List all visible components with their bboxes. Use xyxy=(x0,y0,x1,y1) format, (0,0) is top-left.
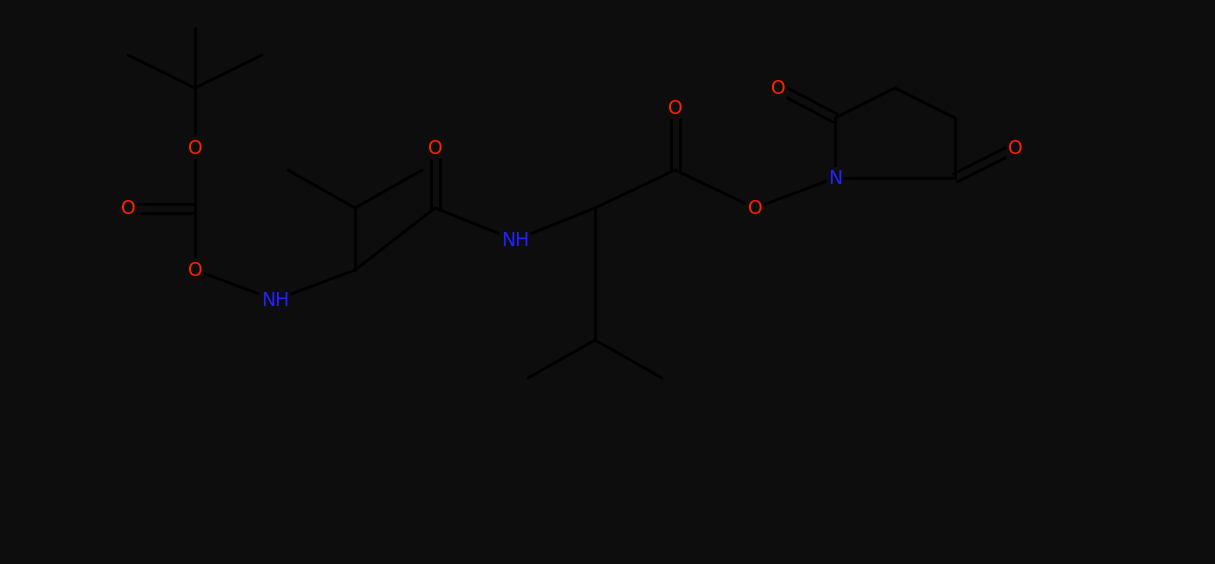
Text: N: N xyxy=(827,169,842,187)
Text: O: O xyxy=(747,199,762,218)
Text: O: O xyxy=(770,78,785,98)
Text: O: O xyxy=(668,99,683,117)
Text: O: O xyxy=(187,139,203,157)
Text: O: O xyxy=(1007,139,1022,157)
Text: O: O xyxy=(187,261,203,280)
Text: O: O xyxy=(428,139,442,157)
Text: NH: NH xyxy=(501,231,529,249)
Text: O: O xyxy=(120,199,135,218)
Text: NH: NH xyxy=(261,290,289,310)
